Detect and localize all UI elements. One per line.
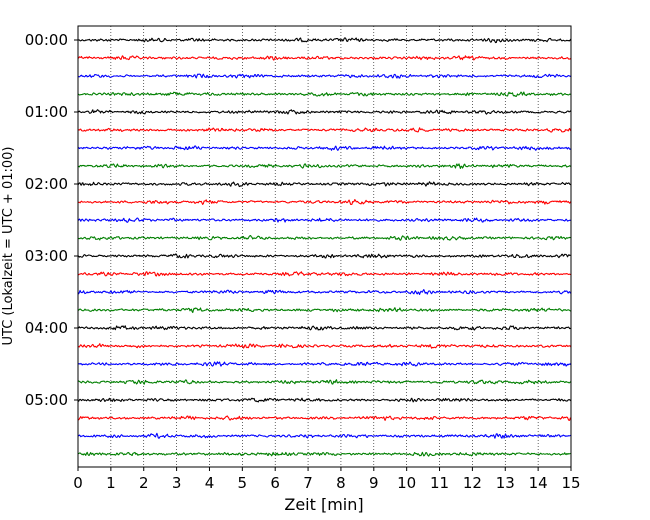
seismic-trace [77, 253, 571, 259]
y-tick-label: 03:00 [25, 247, 68, 265]
x-tick-label: 6 [270, 474, 280, 492]
seismic-trace [77, 307, 572, 314]
seismic-trace [77, 271, 572, 277]
seismic-trace [77, 289, 572, 296]
seismic-trace [77, 234, 572, 241]
seismic-trace [77, 91, 572, 98]
x-axis-ticks: 0 1 2 3 4 5 6 7 8 9 10 11 12 13 14 15 [73, 467, 581, 492]
x-axis-label: Zeit [min] [284, 495, 363, 514]
x-tick-label: 12 [463, 474, 482, 492]
x-tick-label: 0 [73, 474, 83, 492]
seismic-trace [77, 127, 572, 133]
seismic-trace [77, 432, 572, 439]
plot-frame [77, 25, 572, 468]
y-axis-label: UTC (Lokalzeit = UTC + 01:00) [1, 147, 16, 346]
y-tick-label: 01:00 [25, 103, 68, 121]
x-tick-label: 1 [106, 474, 116, 492]
x-tick-label: 8 [336, 474, 346, 492]
seismic-trace [77, 199, 572, 206]
seismic-trace [77, 37, 572, 44]
x-tick-label: 15 [561, 474, 580, 492]
seismic-traces [77, 37, 572, 457]
x-tick-label: 2 [139, 474, 149, 492]
x-tick-label: 4 [205, 474, 215, 492]
x-tick-label: 3 [172, 474, 182, 492]
seismic-trace [77, 217, 572, 223]
x-tick-label: 10 [397, 474, 416, 492]
x-tick-label: 11 [430, 474, 449, 492]
seismic-trace [78, 55, 572, 61]
y-tick-label: 04:00 [25, 319, 68, 337]
seismic-trace [77, 73, 572, 79]
seismic-trace [77, 361, 572, 367]
seismic-trace [77, 325, 572, 331]
seismic-trace [77, 379, 572, 385]
x-tick-label: 9 [369, 474, 379, 492]
seismic-trace [78, 145, 572, 151]
y-tick-label: 00:00 [25, 31, 68, 49]
seismic-trace [77, 415, 572, 421]
seismic-trace [77, 397, 572, 403]
y-axis-ticks: 00:00 01:00 02:00 03:00 04:00 05:00 [25, 31, 78, 409]
seismic-trace [77, 109, 572, 115]
y-tick-label: 02:00 [25, 175, 68, 193]
x-tick-label: 13 [496, 474, 515, 492]
seismic-trace [77, 181, 572, 188]
seismic-trace [77, 343, 572, 349]
y-tick-label: 05:00 [25, 391, 68, 409]
x-tick-label: 14 [529, 474, 548, 492]
x-tick-label: 5 [238, 474, 248, 492]
x-tick-label: 7 [303, 474, 313, 492]
seismic-trace [77, 451, 572, 457]
seismic-trace [77, 163, 572, 170]
